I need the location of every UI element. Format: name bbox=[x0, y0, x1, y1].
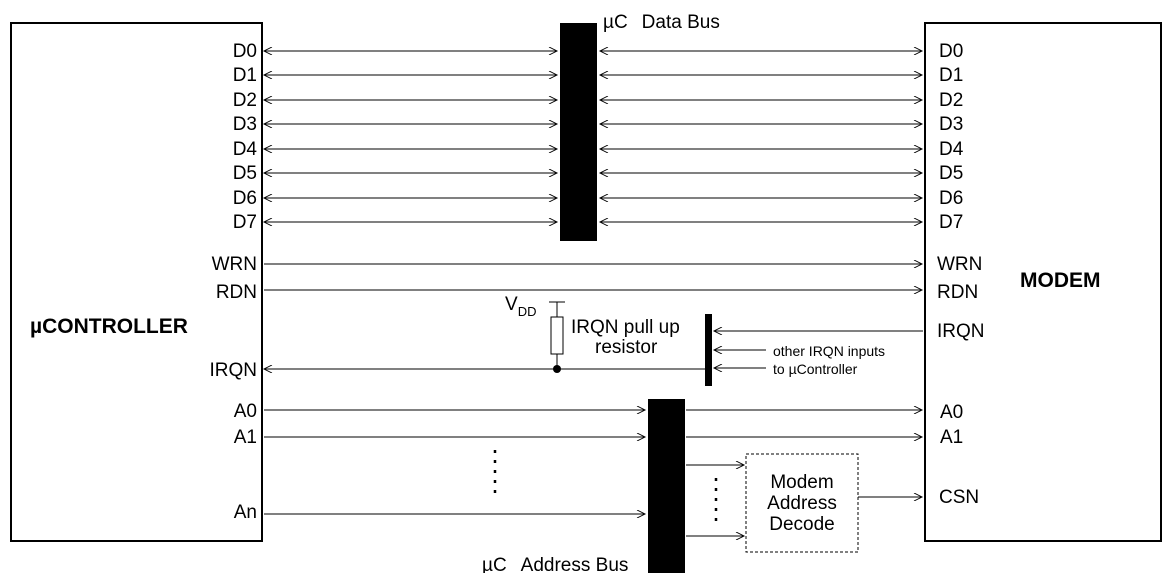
controller-title: µCONTROLLER bbox=[30, 315, 188, 338]
modem-pin-d3: D3 bbox=[939, 114, 963, 135]
controller-pin-wrn: WRN bbox=[212, 254, 257, 275]
controller-pin-d6: D6 bbox=[233, 188, 257, 209]
controller-pin-d7: D7 bbox=[233, 212, 257, 233]
modem-pin-d4: D4 bbox=[939, 139, 964, 160]
modem-pin-d1: D1 bbox=[939, 65, 963, 86]
data-bus-label: µC Data Bus bbox=[603, 12, 720, 33]
controller-pin-a0: A0 bbox=[234, 401, 257, 422]
modem-pin-d6: D6 bbox=[939, 188, 963, 209]
pullup-label-line2: resistor bbox=[595, 337, 658, 358]
controller-data-pins: D0 D1 D2 D3 D4 D5 D6 D7 bbox=[233, 41, 258, 233]
address-bus-bar bbox=[648, 399, 685, 573]
data-bus-label-rest: Data Bus bbox=[642, 12, 720, 33]
controller-pin-d4: D4 bbox=[233, 139, 258, 160]
modem-block bbox=[924, 22, 1162, 542]
pullup-label-line1: IRQN pull up bbox=[571, 317, 680, 338]
modem-pin-d0: D0 bbox=[939, 41, 963, 62]
controller-pin-an: An bbox=[234, 502, 257, 523]
modem-pin-a0: A0 bbox=[940, 402, 963, 423]
modem-pin-csn: CSN bbox=[939, 487, 979, 508]
controller-pin-irqn: IRQN bbox=[210, 360, 258, 381]
decode-label-line3: Decode bbox=[769, 514, 835, 535]
decode-label-line2: Address bbox=[767, 493, 837, 514]
data-lines bbox=[264, 51, 922, 222]
modem-pin-rdn: RDN bbox=[937, 282, 978, 303]
modem-pin-d5: D5 bbox=[939, 163, 963, 184]
modem-pin-a1: A1 bbox=[940, 427, 963, 448]
modem-pin-wrn: WRN bbox=[937, 254, 982, 275]
controller-pin-d0: D0 bbox=[233, 41, 257, 62]
controller-pin-a1: A1 bbox=[234, 427, 257, 448]
vdd-main: V bbox=[505, 294, 518, 315]
vdd-sub: DD bbox=[518, 304, 537, 319]
controller-pin-d5: D5 bbox=[233, 163, 257, 184]
pullup-resistor bbox=[550, 316, 564, 355]
address-decode-block bbox=[745, 453, 859, 553]
data-bus-bar bbox=[560, 23, 597, 241]
controller-pin-d2: D2 bbox=[233, 90, 257, 111]
data-bus-label-mu: µC bbox=[603, 12, 628, 33]
other-irqn-label-line2: to µController bbox=[773, 361, 858, 377]
irqn-bus-bar bbox=[705, 314, 712, 386]
controller-pin-rdn: RDN bbox=[216, 282, 257, 303]
address-bus-label: µC Address Bus bbox=[482, 555, 628, 573]
vdd-label: VDD bbox=[505, 294, 536, 319]
address-bus-label-mu: µC bbox=[482, 555, 507, 573]
modem-data-pins: D0 D1 D2 D3 D4 D5 D6 D7 bbox=[939, 41, 964, 233]
address-bus-label-rest: Address Bus bbox=[521, 555, 629, 573]
controller-block bbox=[10, 22, 263, 542]
modem-pin-d7: D7 bbox=[939, 212, 963, 233]
modem-pin-irqn: IRQN bbox=[937, 321, 985, 342]
controller-pin-d1: D1 bbox=[233, 65, 257, 86]
controller-pin-d3: D3 bbox=[233, 114, 257, 135]
modem-pin-d2: D2 bbox=[939, 90, 963, 111]
other-irqn-label-line1: other IRQN inputs bbox=[773, 343, 885, 359]
decode-label-line1: Modem bbox=[770, 472, 833, 493]
modem-title: MODEM bbox=[1020, 269, 1101, 292]
